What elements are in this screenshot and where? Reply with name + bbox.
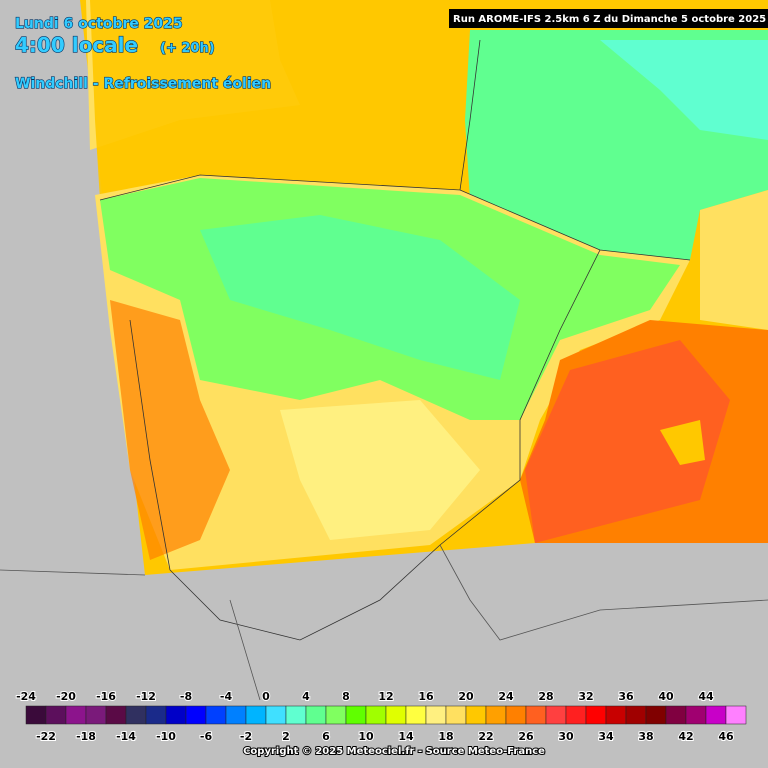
legend-label: 30 xyxy=(558,730,574,743)
legend-label: 40 xyxy=(658,690,674,703)
legend-swatch xyxy=(645,705,667,725)
run-box xyxy=(449,9,768,28)
legend-label: 32 xyxy=(578,690,593,703)
legend-swatch xyxy=(25,705,47,725)
legend-label: 2 xyxy=(282,730,290,743)
legend-swatch xyxy=(345,705,367,725)
legend-label: 0 xyxy=(262,690,270,703)
legend-label: -8 xyxy=(180,690,192,703)
legend-swatch xyxy=(85,705,107,725)
legend-swatch xyxy=(625,705,647,725)
legend-label: -24 xyxy=(16,690,36,703)
lead: (+ 20h) xyxy=(160,41,215,56)
legend-label: 44 xyxy=(698,690,714,703)
legend-label: -6 xyxy=(200,730,213,743)
legend-swatch xyxy=(245,705,267,725)
legend-label: 4 xyxy=(302,690,310,703)
legend-swatch xyxy=(545,705,567,725)
legend-label: -14 xyxy=(116,730,136,743)
legend-swatch xyxy=(725,705,747,725)
legend-swatch xyxy=(525,705,547,725)
legend-swatch xyxy=(665,705,687,725)
legend-label: 8 xyxy=(342,690,350,703)
legend-label: 38 xyxy=(638,730,653,743)
legend-swatch xyxy=(505,705,527,725)
run-label: Run AROME-IFS 2.5km 6 Z du Dimanche 5 oc… xyxy=(453,14,766,25)
legend-swatch xyxy=(325,705,347,725)
legend-swatch xyxy=(105,705,127,725)
legend-swatch xyxy=(425,705,447,725)
legend-swatch xyxy=(45,705,67,725)
time: 4:00 locale xyxy=(15,33,138,57)
legend-swatch xyxy=(305,705,327,725)
legend-label: 10 xyxy=(358,730,374,743)
legend-label: 22 xyxy=(478,730,493,743)
legend-label: 34 xyxy=(598,730,614,743)
legend-label: 42 xyxy=(678,730,693,743)
legend-swatch xyxy=(205,705,227,725)
legend-label: -4 xyxy=(220,690,233,703)
legend-label: 24 xyxy=(498,690,514,703)
legend-label: -12 xyxy=(136,690,156,703)
legend-swatch xyxy=(145,705,167,725)
legend-label: -16 xyxy=(96,690,116,703)
legend-swatch xyxy=(165,705,187,725)
date: Lundi 6 octobre 2025 xyxy=(15,16,183,32)
legend-swatch xyxy=(465,705,487,725)
copyright: Copyright © 2025 Meteociel.fr - Source M… xyxy=(243,746,545,757)
legend-swatch xyxy=(685,705,707,725)
legend-swatch xyxy=(445,705,467,725)
legend-label: 36 xyxy=(618,690,634,703)
legend-label: 14 xyxy=(398,730,414,743)
parameter: Windchill - Refroissement éolien xyxy=(15,76,271,92)
legend-label: 46 xyxy=(718,730,734,743)
legend-label: -22 xyxy=(36,730,56,743)
legend-label: 18 xyxy=(438,730,453,743)
color-legend: -24-22-20-18-16-14-12-10-8-6-4-202468101… xyxy=(15,689,747,744)
legend-swatch xyxy=(125,705,147,725)
legend-swatch xyxy=(385,705,407,725)
legend-label: 26 xyxy=(518,730,534,743)
legend-label: 16 xyxy=(418,690,434,703)
legend-label: 12 xyxy=(378,690,393,703)
legend-label: -2 xyxy=(240,730,252,743)
legend-swatch xyxy=(225,705,247,725)
legend-label: -18 xyxy=(76,730,96,743)
legend-swatch xyxy=(565,705,587,725)
legend-swatch xyxy=(705,705,727,725)
legend-swatch xyxy=(365,705,387,725)
legend-label: -20 xyxy=(56,690,76,703)
legend-swatch xyxy=(585,705,607,725)
legend-label: 20 xyxy=(458,690,474,703)
legend-label: 6 xyxy=(322,730,330,743)
legend-label: 28 xyxy=(538,690,553,703)
legend-swatch xyxy=(65,705,87,725)
legend-swatch xyxy=(185,705,207,725)
legend-label: -10 xyxy=(156,730,176,743)
legend-swatch xyxy=(485,705,507,725)
legend-swatch xyxy=(285,705,307,725)
legend-swatch xyxy=(265,705,287,725)
legend-swatch xyxy=(405,705,427,725)
legend-swatch xyxy=(605,705,627,725)
